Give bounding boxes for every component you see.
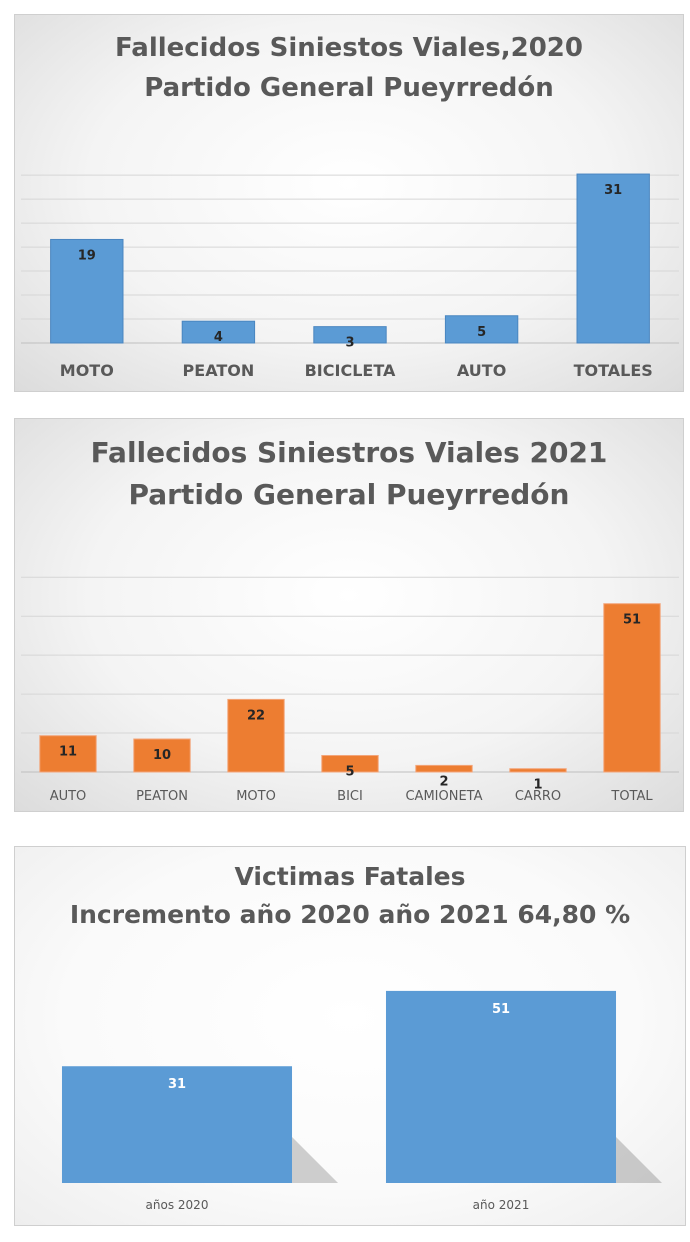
chart-comparison-bar-shadow-a-o-2021 <box>616 1137 663 1183</box>
chart-comparison-bar-a-o-2021 <box>385 990 617 1183</box>
chart-2020-value-label-moto: 19 <box>78 248 96 263</box>
chart-2021-title: Fallecidos Siniestros Viales 2021 <box>90 436 608 469</box>
chart-2021-value-label-carro: 1 <box>533 778 542 793</box>
chart-2021-value-label-camioneta: 2 <box>439 774 448 789</box>
chart-2020-category-label-auto: AUTO <box>457 361 506 380</box>
chart-2020-category-label-bicicleta: BICICLETA <box>305 361 396 380</box>
chart-2021-bar-total <box>603 603 661 773</box>
chart-2021-category-label-bici: BICI <box>337 789 363 804</box>
chart-2021-bar-peaton <box>133 738 191 773</box>
chart-2020-bar-moto <box>50 238 124 344</box>
chart-2020-value-label-totales: 31 <box>604 183 622 198</box>
chart-2020-value-label-peaton: 4 <box>214 330 223 345</box>
chart-2021-category-label-carro: CARRO <box>515 789 561 804</box>
chart-2020-bar-auto <box>444 315 519 344</box>
chart-2021-value-label-total: 51 <box>623 613 641 628</box>
chart-2021-category-label-camioneta: CAMIONETA <box>405 789 482 804</box>
chart-2021-category-label-total: TOTAL <box>610 789 653 804</box>
chart-2021-value-label-peaton: 10 <box>153 748 171 763</box>
chart-comparison-plot: 31 años 2020 51 año 2021 <box>61 990 663 1212</box>
chart-2021-bar-bici <box>321 755 379 773</box>
chart-2021-bar-auto <box>39 735 97 773</box>
chart-comparison-value-label-a-o-2021: 51 <box>492 1002 510 1017</box>
chart-comparison-value-label-a-os-2020: 31 <box>168 1077 186 1092</box>
chart-2020-bar-peaton <box>181 320 256 344</box>
chart-2021-value-label-moto: 22 <box>247 708 265 723</box>
chart-2020-bar-totales <box>576 173 650 344</box>
chart-2020-category-label-moto: MOTO <box>60 361 114 380</box>
chart-comparison-panel: Victimas Fatales Incremento año 2020 año… <box>14 846 686 1226</box>
chart-comparison-subtitle: Incremento año 2020 año 2021 64,80 % <box>69 900 631 929</box>
chart-2021-bar-camioneta <box>415 764 473 773</box>
chart-2020-panel: Fallecidos Siniestos Viales,2020 Partido… <box>14 14 684 392</box>
chart-2020-category-label-peaton: PEATON <box>183 361 255 380</box>
chart-comparison-bar-a-os-2020 <box>61 1066 293 1183</box>
chart-comparison-category-label-a-o-2021: año 2021 <box>473 1198 530 1212</box>
chart-2021-category-label-auto: AUTO <box>50 789 87 804</box>
chart-2020-bar-bicicleta <box>313 326 387 344</box>
chart-2020-value-label-auto: 5 <box>477 325 486 340</box>
chart-2021-bar-moto <box>227 698 285 773</box>
chart-comparison-category-label-a-os-2020: años 2020 <box>146 1198 209 1212</box>
chart-2021-subtitle: Partido General Pueyrredón <box>128 478 570 511</box>
chart-2021-panel: Fallecidos Siniestros Viales 2021 Partid… <box>14 418 684 812</box>
chart-2020-title: Fallecidos Siniestos Viales,2020 <box>115 33 583 63</box>
chart-2020-plot: 19 MOTO 4 PEATON 3 BICICLETA 5 AUTO 31 TOTALES <box>21 173 679 380</box>
chart-comparison-bar-shadow-a-os-2020 <box>292 1137 339 1183</box>
chart-2021-value-label-auto: 11 <box>59 745 77 760</box>
chart-2021-bar-carro <box>509 768 567 773</box>
chart-2020-subtitle: Partido General Pueyrredón <box>144 73 554 103</box>
chart-2021-category-label-peaton: PEATON <box>136 789 188 804</box>
chart-2020-value-label-bicicleta: 3 <box>345 336 354 351</box>
chart-2020-category-label-totales: TOTALES <box>574 361 653 380</box>
chart-comparison-title: Victimas Fatales <box>234 862 466 891</box>
chart-2021-value-label-bici: 5 <box>345 765 354 780</box>
chart-2021-category-label-moto: MOTO <box>236 789 276 804</box>
